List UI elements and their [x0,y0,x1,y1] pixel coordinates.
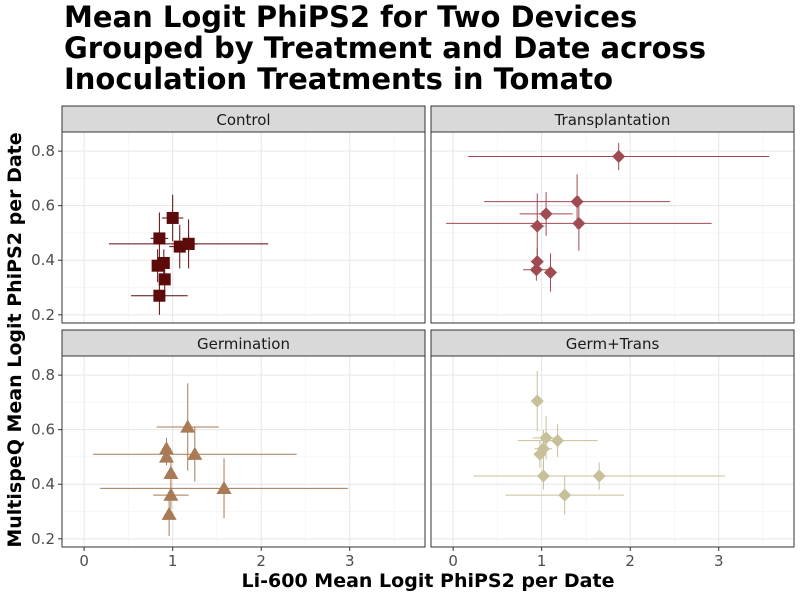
panel-germ-trans: Germ+Trans 0 1 2 3 [430,329,795,570]
x-tick-label: 3 [714,552,724,570]
data-point-diamond [529,263,543,277]
data-point-diamond [592,469,606,483]
data-point-diamond [558,488,572,502]
facet-strip [61,105,426,133]
data-point-diamond [572,216,586,230]
x-axis-label: Li-600 Mean Logit PhiPS2 per Date [242,570,615,592]
x-tick-label: 2 [256,552,266,570]
y-tick-label: 0.4 [31,251,55,269]
panel-transplantation: Transplantation [430,105,795,324]
y-tick-label: 0.6 [31,421,55,439]
data-point-triangle [163,465,179,479]
facet-strip [430,329,795,357]
chart-title-line-1: Mean Logit PhiPS2 for Two Devices [64,0,638,34]
data-point-triangle [158,441,174,455]
chart-title: Mean Logit PhiPS2 for Two Devices Groupe… [64,2,794,95]
x-tick-label: 1 [168,552,178,570]
y-tick-label: 0.6 [31,197,55,215]
panel-control: Control 0.2 0.4 0.6 0.8 [31,105,426,324]
panel-background [431,356,794,547]
data-point-square [158,273,171,286]
panel-background [62,132,425,323]
x-tick-label: 1 [537,552,547,570]
data-point-square [151,259,164,272]
y-axis-label: MultispeQ Mean Logit PhiPS2 per Date [4,132,26,547]
data-point-diamond [533,447,547,461]
y-tick-label: 0.4 [31,475,55,493]
x-tick-label: 3 [345,552,355,570]
data-point-triangle [161,506,177,520]
panel-background [431,132,794,323]
data-point-triangle [216,480,232,494]
panel-border [430,131,795,324]
y-tick-label: 0.8 [31,366,55,384]
panel-background [62,356,425,547]
x-tick-label: 2 [625,552,635,570]
data-point-triangle [163,487,179,501]
data-point-square [166,211,179,224]
panel-border [61,131,426,324]
y-tick-label: 0.2 [31,306,55,324]
data-point-square [182,237,195,250]
data-point-diamond [530,219,544,233]
panels-group: Control 0.2 0.4 0.6 0.8 Transplantation Germin… [31,105,795,570]
data-point-diamond [530,255,544,269]
data-point-triangle [180,419,196,433]
chart-title-line-3: Inoculation Treatments in Tomato [64,62,614,96]
facet-strip-label: Germ+Trans [566,335,660,353]
chart-title-line-2: Grouped by Treatment and Date across [64,31,707,65]
y-tick-label: 0.2 [31,530,55,548]
data-point-triangle [158,449,174,463]
data-point-square [153,289,166,302]
data-point-square [153,232,166,245]
facet-strip-label: Transplantation [554,111,671,129]
data-point-diamond [539,431,553,445]
data-point-diamond [612,150,626,164]
panel-border [61,355,426,548]
data-point-diamond [570,195,584,209]
x-tick-label: 0 [79,552,89,570]
data-point-diamond [544,266,558,280]
facet-strip-label: Control [216,111,270,129]
data-point-diamond [551,434,565,448]
data-point-diamond [539,207,553,221]
panel-germination: Germination 0.2 0.4 0.6 0.8 0 1 2 3 [31,329,426,570]
facet-strip-label: Germination [197,335,290,353]
y-tick-label: 0.8 [31,142,55,160]
panel-border [430,355,795,548]
facet-strip [430,105,795,133]
data-point-diamond [536,469,550,483]
data-point-diamond [530,394,544,408]
data-point-triangle [187,446,203,460]
x-tick-label: 0 [448,552,458,570]
